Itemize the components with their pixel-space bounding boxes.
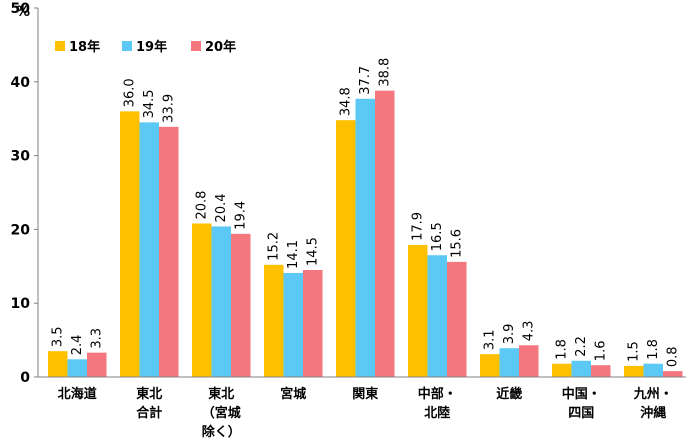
bar <box>663 371 683 377</box>
data-label: 17.9 <box>411 212 426 241</box>
bars <box>48 90 683 378</box>
legend: 18年 19年 20年 <box>55 39 236 55</box>
x-category-label: 近畿 <box>496 386 522 402</box>
bar <box>480 354 500 377</box>
bar <box>139 122 159 377</box>
bar <box>552 363 572 377</box>
data-label: 37.7 <box>358 66 373 95</box>
data-label: 3.5 <box>51 326 66 347</box>
data-labels: 3.5 36.0 20.8 15.2 34.8 17.9 3.1 1.8 1.5 2.4 34.5 2… <box>51 58 681 367</box>
y-tick-label: 0 <box>20 370 30 386</box>
data-label: 1.5 <box>627 341 642 362</box>
data-label: 16.5 <box>430 222 445 251</box>
legend-swatch <box>122 41 132 51</box>
bar <box>87 352 107 377</box>
bar <box>211 226 231 377</box>
legend-swatch <box>55 41 65 51</box>
data-label: 14.5 <box>306 237 321 266</box>
bar <box>336 120 356 378</box>
bar <box>48 351 68 377</box>
data-label: 2.4 <box>70 335 85 356</box>
y-axis-unit: % <box>16 4 30 20</box>
data-label: 3.1 <box>483 329 498 350</box>
bar <box>231 233 251 377</box>
bar <box>375 90 395 377</box>
bar <box>192 223 212 377</box>
data-label: 20.4 <box>214 193 229 222</box>
bar <box>571 360 591 377</box>
y-tick-label: 50 <box>11 1 31 17</box>
x-category-label: 中国・四国 <box>562 386 601 421</box>
x-category-label: 九州・沖縄 <box>633 387 673 421</box>
data-label: 15.6 <box>450 229 465 258</box>
legend-label: 18年 <box>69 39 100 55</box>
data-label: 36.0 <box>123 78 138 107</box>
data-label: 33.9 <box>162 94 177 123</box>
bar <box>303 269 323 377</box>
data-label: 1.6 <box>594 341 609 362</box>
bar <box>408 244 428 377</box>
bar <box>283 272 303 377</box>
data-label: 2.2 <box>574 336 589 357</box>
bar <box>355 98 375 378</box>
x-category-label: 中部・北陸 <box>418 386 457 421</box>
bar <box>643 363 663 377</box>
data-label: 3.3 <box>90 328 105 349</box>
bar <box>120 111 140 377</box>
data-label: 15.2 <box>267 232 282 261</box>
y-tick-label: 40 <box>11 75 31 91</box>
bar <box>591 365 611 377</box>
y-axis-ticks: 0 10 20 30 40 50 <box>11 1 38 386</box>
legend-label: 19年 <box>136 39 167 55</box>
data-label: 34.8 <box>339 87 354 116</box>
data-label: 38.8 <box>378 58 393 87</box>
x-category-label: 東北合計 <box>136 386 162 421</box>
data-label: 3.9 <box>502 324 517 345</box>
legend-swatch <box>191 41 201 51</box>
bar <box>624 365 644 377</box>
data-label: 14.1 <box>286 240 301 269</box>
bar <box>447 261 467 377</box>
x-category-label: 東北（宮城除く） <box>202 386 241 440</box>
data-label: 34.5 <box>142 89 157 118</box>
y-tick-label: 30 <box>11 149 31 165</box>
x-category-label: 宮城 <box>280 386 306 402</box>
bar <box>67 359 87 377</box>
data-label: 1.8 <box>555 339 570 360</box>
y-tick-label: 20 <box>11 222 31 238</box>
data-label: 19.4 <box>234 201 249 230</box>
bar <box>159 126 179 378</box>
legend-label: 20年 <box>205 39 236 55</box>
bar <box>519 345 539 377</box>
data-label: 4.3 <box>522 321 537 342</box>
bar <box>499 348 519 377</box>
x-category-label: 関東 <box>352 386 378 402</box>
y-tick-label: 10 <box>11 296 31 312</box>
data-label: 1.8 <box>646 339 661 360</box>
bar <box>264 264 284 377</box>
data-label: 20.8 <box>195 191 210 220</box>
data-label: 0.8 <box>666 346 681 367</box>
bar <box>427 255 447 377</box>
x-category-label: 北海道 <box>58 386 97 402</box>
